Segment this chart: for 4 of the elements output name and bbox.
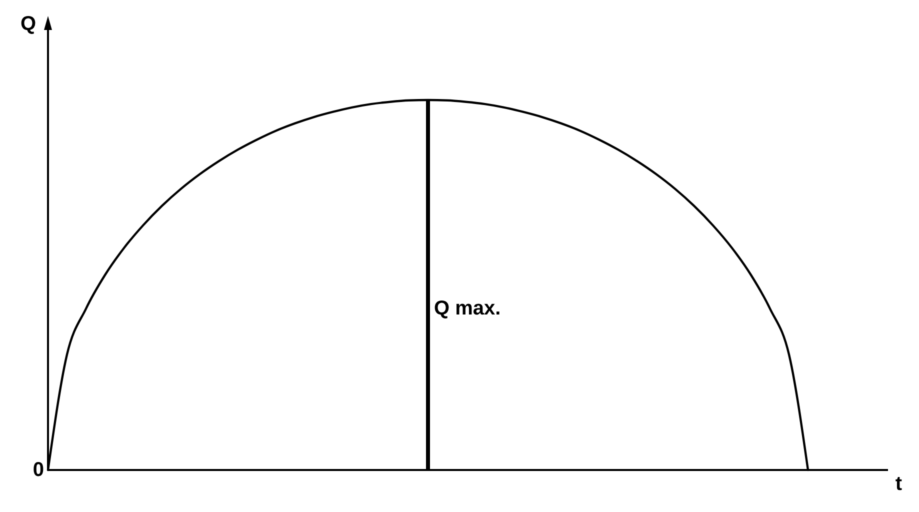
y-axis-title: Q — [20, 13, 36, 35]
annotation: 0 — [32, 459, 44, 481]
annotation: Q max. — [434, 298, 501, 320]
x-axis-title: t — [895, 473, 902, 495]
